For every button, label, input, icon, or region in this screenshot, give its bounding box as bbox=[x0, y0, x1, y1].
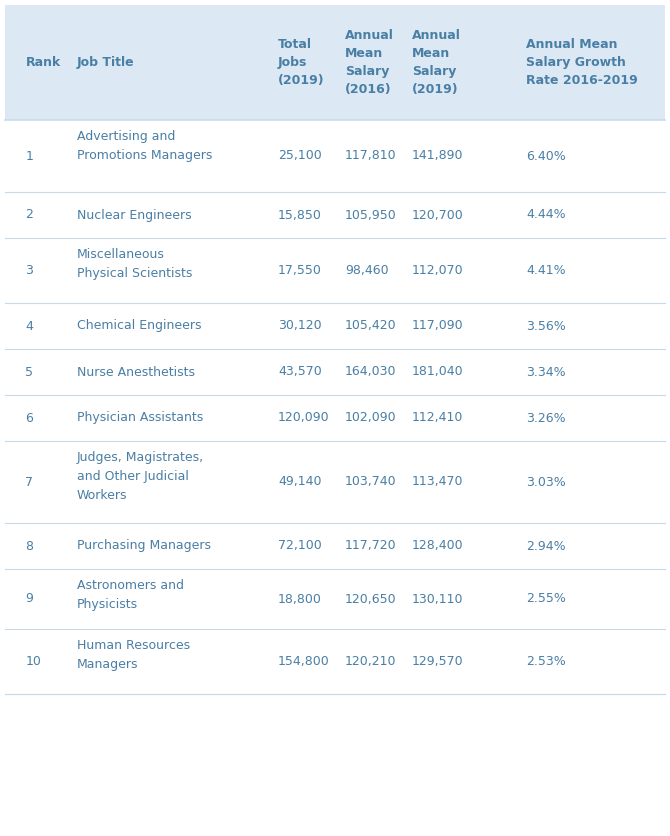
Text: 3.56%: 3.56% bbox=[526, 319, 565, 333]
Text: Chemical Engineers: Chemical Engineers bbox=[77, 319, 202, 333]
Text: 8: 8 bbox=[25, 539, 34, 553]
Text: Rank: Rank bbox=[25, 56, 61, 69]
Text: 3.26%: 3.26% bbox=[526, 411, 565, 425]
Text: 128,400: 128,400 bbox=[412, 539, 464, 553]
Text: 30,120: 30,120 bbox=[278, 319, 322, 333]
Text: 130,110: 130,110 bbox=[412, 593, 464, 605]
Bar bbox=[5, 238, 665, 303]
Text: 6: 6 bbox=[25, 411, 34, 425]
Text: 25,100: 25,100 bbox=[278, 150, 322, 162]
Text: Annual Mean
Salary Growth
Rate 2016-2019: Annual Mean Salary Growth Rate 2016-2019 bbox=[526, 38, 638, 87]
Bar bbox=[5, 569, 665, 629]
Text: 129,570: 129,570 bbox=[412, 655, 464, 668]
Bar bbox=[5, 5, 665, 120]
Text: 3: 3 bbox=[25, 264, 34, 277]
Text: 18,800: 18,800 bbox=[278, 593, 322, 605]
Text: 105,950: 105,950 bbox=[345, 208, 397, 222]
Text: Miscellaneous
Physical Scientists: Miscellaneous Physical Scientists bbox=[77, 248, 192, 280]
Text: 4: 4 bbox=[25, 319, 34, 333]
Text: 181,040: 181,040 bbox=[412, 365, 464, 379]
Text: Judges, Magistrates,
and Other Judicial
Workers: Judges, Magistrates, and Other Judicial … bbox=[77, 451, 204, 502]
Bar bbox=[5, 349, 665, 395]
Text: Nuclear Engineers: Nuclear Engineers bbox=[77, 208, 192, 222]
Text: 154,800: 154,800 bbox=[278, 655, 330, 668]
Text: Total
Jobs
(2019): Total Jobs (2019) bbox=[278, 38, 325, 87]
Text: 2.94%: 2.94% bbox=[526, 539, 565, 553]
Text: 2.55%: 2.55% bbox=[526, 593, 566, 605]
Text: 3.34%: 3.34% bbox=[526, 365, 565, 379]
Text: 117,090: 117,090 bbox=[412, 319, 464, 333]
Text: 113,470: 113,470 bbox=[412, 476, 464, 488]
Text: Advertising and
Promotions Managers: Advertising and Promotions Managers bbox=[77, 130, 212, 162]
Text: 10: 10 bbox=[25, 655, 42, 668]
Text: 112,070: 112,070 bbox=[412, 264, 464, 277]
Text: 141,890: 141,890 bbox=[412, 150, 464, 162]
Text: 112,410: 112,410 bbox=[412, 411, 464, 425]
Text: 2.53%: 2.53% bbox=[526, 655, 565, 668]
Bar bbox=[5, 303, 665, 349]
Text: Astronomers and
Physicists: Astronomers and Physicists bbox=[77, 579, 184, 611]
Text: 120,090: 120,090 bbox=[278, 411, 330, 425]
Text: 102,090: 102,090 bbox=[345, 411, 397, 425]
Text: Nurse Anesthetists: Nurse Anesthetists bbox=[77, 365, 195, 379]
Text: 7: 7 bbox=[25, 476, 34, 488]
Text: 103,740: 103,740 bbox=[345, 476, 397, 488]
Text: Human Resources
Managers: Human Resources Managers bbox=[77, 639, 190, 671]
Bar bbox=[5, 192, 665, 238]
Text: 49,140: 49,140 bbox=[278, 476, 322, 488]
Text: 72,100: 72,100 bbox=[278, 539, 322, 553]
Text: 5: 5 bbox=[25, 365, 34, 379]
Text: Job Title: Job Title bbox=[77, 56, 135, 69]
Text: Annual
Mean
Salary
(2016): Annual Mean Salary (2016) bbox=[345, 29, 394, 96]
Text: Annual
Mean
Salary
(2019): Annual Mean Salary (2019) bbox=[412, 29, 461, 96]
Bar bbox=[5, 523, 665, 569]
Text: 4.44%: 4.44% bbox=[526, 208, 565, 222]
Text: 6.40%: 6.40% bbox=[526, 150, 565, 162]
Text: 3.03%: 3.03% bbox=[526, 476, 565, 488]
Text: 2: 2 bbox=[25, 208, 34, 222]
Text: 1: 1 bbox=[25, 150, 34, 162]
Bar bbox=[5, 120, 665, 192]
Bar bbox=[5, 629, 665, 694]
Text: 17,550: 17,550 bbox=[278, 264, 322, 277]
Text: Physician Assistants: Physician Assistants bbox=[77, 411, 203, 425]
Text: 98,460: 98,460 bbox=[345, 264, 389, 277]
Text: 117,810: 117,810 bbox=[345, 150, 397, 162]
Bar bbox=[5, 441, 665, 523]
Bar bbox=[5, 395, 665, 441]
Text: 43,570: 43,570 bbox=[278, 365, 322, 379]
Text: 164,030: 164,030 bbox=[345, 365, 397, 379]
Text: 15,850: 15,850 bbox=[278, 208, 322, 222]
Text: Purchasing Managers: Purchasing Managers bbox=[77, 539, 211, 553]
Text: 120,650: 120,650 bbox=[345, 593, 397, 605]
Text: 105,420: 105,420 bbox=[345, 319, 397, 333]
Text: 9: 9 bbox=[25, 593, 34, 605]
Text: 120,210: 120,210 bbox=[345, 655, 397, 668]
Text: 4.41%: 4.41% bbox=[526, 264, 565, 277]
Text: 120,700: 120,700 bbox=[412, 208, 464, 222]
Text: 117,720: 117,720 bbox=[345, 539, 397, 553]
